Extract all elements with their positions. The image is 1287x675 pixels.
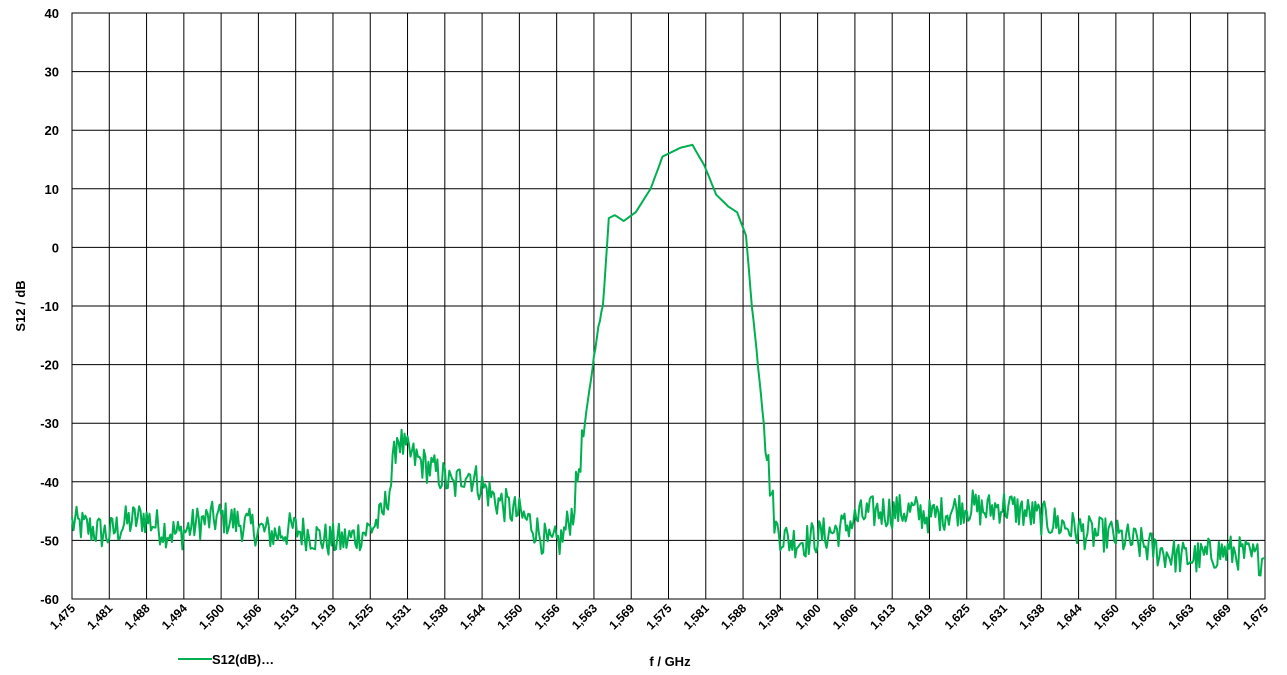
x-tick-label: 1,550 — [494, 601, 525, 632]
y-tick-label: -40 — [40, 475, 59, 490]
x-tick-label: 1,675 — [1240, 601, 1271, 632]
plot-border — [71, 12, 1266, 600]
x-tick-label: 1,625 — [942, 601, 973, 632]
y-tick-label: -60 — [40, 592, 59, 607]
x-tick-label: 1,575 — [643, 601, 674, 632]
x-tick-label: 1,538 — [420, 601, 451, 632]
x-tick-label: 1,638 — [1016, 601, 1047, 632]
x-tick-label: 1,481 — [84, 601, 115, 632]
x-tick-label: 1,494 — [159, 601, 190, 632]
legend: S12(dB)… — [178, 652, 274, 667]
x-tick-label: 1,644 — [1054, 601, 1085, 632]
y-axis-title: S12 / dB — [13, 280, 28, 331]
x-tick-label: 1,613 — [867, 601, 898, 632]
x-tick-label: 1,606 — [830, 601, 861, 632]
x-tick-label: 1,506 — [233, 601, 264, 632]
y-tick-label: 10 — [45, 182, 59, 197]
legend-label: S12(dB)… — [212, 652, 274, 667]
x-tick-label: 1,619 — [904, 601, 935, 632]
x-tick-label: 1,531 — [383, 601, 414, 632]
grid — [71, 12, 1266, 600]
x-tick-label: 1,631 — [979, 601, 1010, 632]
y-tick-label: -30 — [40, 416, 59, 431]
x-tick-label: 1,669 — [1203, 601, 1234, 632]
x-tick-label: 1,513 — [271, 601, 302, 632]
y-tick-label: -50 — [40, 533, 59, 548]
y-tick-label: 30 — [45, 65, 59, 80]
y-tick-label: 0 — [52, 240, 59, 255]
x-tick-label: 1,556 — [532, 601, 563, 632]
x-tick-label: 1,663 — [1165, 601, 1196, 632]
y-tick-label: -10 — [40, 299, 59, 314]
x-tick-label: 1,588 — [718, 601, 749, 632]
x-tick-label: 1,488 — [122, 601, 153, 632]
y-axis-tick-labels: 40 30 20 10 0 -10 -20 -30 -40 -50 -60 — [40, 6, 59, 607]
x-tick-label: 1,656 — [1128, 601, 1159, 632]
x-axis-title: f / GHz — [649, 654, 691, 669]
y-tick-label: 40 — [45, 6, 59, 21]
x-tick-label: 1,525 — [345, 601, 376, 632]
x-tick-label: 1,650 — [1091, 601, 1122, 632]
x-tick-label: 1,581 — [681, 601, 712, 632]
x-tick-label: 1,519 — [308, 601, 339, 632]
series-line — [71, 143, 1266, 577]
x-tick-label: 1,569 — [606, 601, 637, 632]
series-layer — [71, 143, 1266, 577]
x-tick-label: 1,500 — [196, 601, 227, 632]
x-axis-tick-labels: 1,475 1,481 1,488 1,494 1,500 1,506 1,513 1,519… — [47, 601, 1271, 632]
x-tick-label: 1,600 — [793, 601, 824, 632]
x-tick-label: 1,563 — [569, 601, 600, 632]
x-tick-label: 1,594 — [755, 601, 786, 632]
x-tick-label: 1,544 — [457, 601, 488, 632]
y-tick-label: 20 — [45, 123, 59, 138]
y-tick-label: -20 — [40, 358, 59, 373]
